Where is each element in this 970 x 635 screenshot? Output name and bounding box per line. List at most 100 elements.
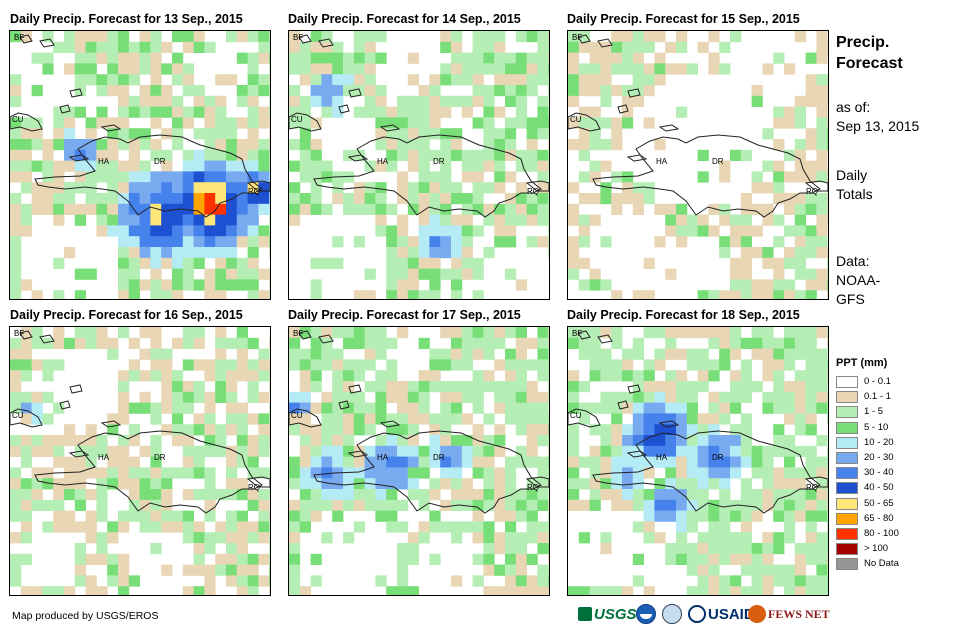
- precip-cell: [440, 247, 452, 259]
- precip-cell: [418, 85, 430, 97]
- precip-cell: [429, 225, 441, 237]
- precip-cell: [740, 337, 752, 349]
- precip-cell: [526, 63, 538, 75]
- precip-cell: [784, 402, 796, 414]
- precip-cell: [353, 290, 365, 299]
- precip-cell: [537, 203, 549, 215]
- precip-cell: [483, 128, 495, 140]
- precip-cell: [172, 337, 184, 349]
- precip-cell: [676, 456, 688, 468]
- precip-cell: [118, 139, 130, 151]
- precip-cell: [461, 348, 473, 360]
- precip-cell: [193, 160, 205, 172]
- precip-cell: [600, 543, 612, 555]
- precip-cell: [20, 160, 32, 172]
- precip-cell: [299, 381, 311, 393]
- precip-cell: [440, 478, 452, 490]
- precip-cell: [719, 532, 731, 544]
- precip-cell: [107, 348, 119, 360]
- precip-cell: [343, 359, 355, 371]
- precip-cell: [247, 95, 259, 107]
- precip-cell: [375, 510, 387, 522]
- precip-cell: [827, 41, 828, 53]
- legend-item: 40 - 50: [836, 481, 956, 496]
- precip-cell: [730, 553, 742, 565]
- precip-cell: [697, 510, 709, 522]
- precip-cell: [632, 203, 644, 215]
- precip-cell: [578, 149, 590, 161]
- precip-cell: [816, 95, 828, 107]
- precip-cell: [461, 435, 473, 447]
- precip-cell: [364, 445, 376, 457]
- precip-cell: [483, 521, 495, 533]
- precip-cell: [773, 564, 785, 576]
- precip-cell: [805, 225, 817, 237]
- precip-cell: [784, 435, 796, 447]
- precip-cell: [589, 139, 601, 151]
- precip-cell: [537, 359, 549, 371]
- precip-cell: [578, 225, 590, 237]
- precip-cell: [665, 413, 677, 425]
- precip-cell: [289, 85, 301, 97]
- precip-cell: [665, 348, 677, 360]
- precip-cell: [537, 499, 549, 511]
- precip-cell: [321, 489, 333, 501]
- precip-cell: [375, 214, 387, 226]
- precip-cell: [407, 381, 419, 393]
- precip-cell: [204, 489, 216, 501]
- precip-cell: [118, 203, 130, 215]
- precip-cell: [461, 171, 473, 183]
- precip-cell: [236, 327, 248, 339]
- precip-cell: [258, 203, 270, 215]
- precip-cell: [762, 445, 774, 457]
- precip-cell: [321, 327, 333, 339]
- precip-cell: [600, 117, 612, 129]
- precip-cell: [805, 95, 817, 107]
- precip-cell: [215, 348, 227, 360]
- precip-cell: [258, 31, 270, 43]
- usgs-wave-icon: [578, 607, 592, 621]
- precip-cell: [611, 456, 623, 468]
- precip-cell: [289, 424, 301, 436]
- precip-cell: [429, 128, 441, 140]
- map-panel-6: BF CU HA DR RQ: [567, 326, 829, 596]
- precip-cell: [622, 445, 634, 457]
- precip-cell: [407, 489, 419, 501]
- legend-swatch: [836, 406, 858, 419]
- precip-cell: [182, 586, 194, 595]
- precip-cell: [429, 413, 441, 425]
- precip-cell: [139, 348, 151, 360]
- precip-cell: [827, 413, 828, 425]
- precip-cell: [827, 117, 828, 129]
- precip-cell: [578, 171, 590, 183]
- precip-cell: [31, 499, 43, 511]
- precip-cell: [310, 402, 322, 414]
- precip-cell: [494, 381, 506, 393]
- precip-cell: [751, 445, 763, 457]
- precip-cell: [472, 489, 484, 501]
- precip-cell: [794, 381, 806, 393]
- precip-cell: [461, 381, 473, 393]
- panel-title-4: Daily Precip. Forecast for 16 Sep., 2015: [10, 308, 243, 322]
- precip-cell: [128, 160, 140, 172]
- precip-cell: [568, 337, 580, 349]
- precip-cell: [182, 327, 194, 339]
- precip-cell: [515, 85, 527, 97]
- precip-cell: [762, 391, 774, 403]
- precip-cell: [451, 381, 463, 393]
- precip-cell: [74, 290, 86, 299]
- precip-cell: [515, 31, 527, 43]
- precip-cell: [762, 553, 774, 565]
- precip-cell: [676, 41, 688, 53]
- precip-cell: [827, 193, 828, 205]
- precip-cell: [193, 543, 205, 555]
- precip-cell: [418, 117, 430, 129]
- precip-cell: [494, 327, 506, 339]
- precip-cell: [247, 586, 259, 595]
- precip-cell: [128, 456, 140, 468]
- legend-label: 20 - 30: [864, 452, 894, 463]
- precip-cell: [397, 95, 409, 107]
- precip-cell: [107, 128, 119, 140]
- precip-cell: [827, 139, 828, 151]
- precip-cell: [226, 247, 238, 259]
